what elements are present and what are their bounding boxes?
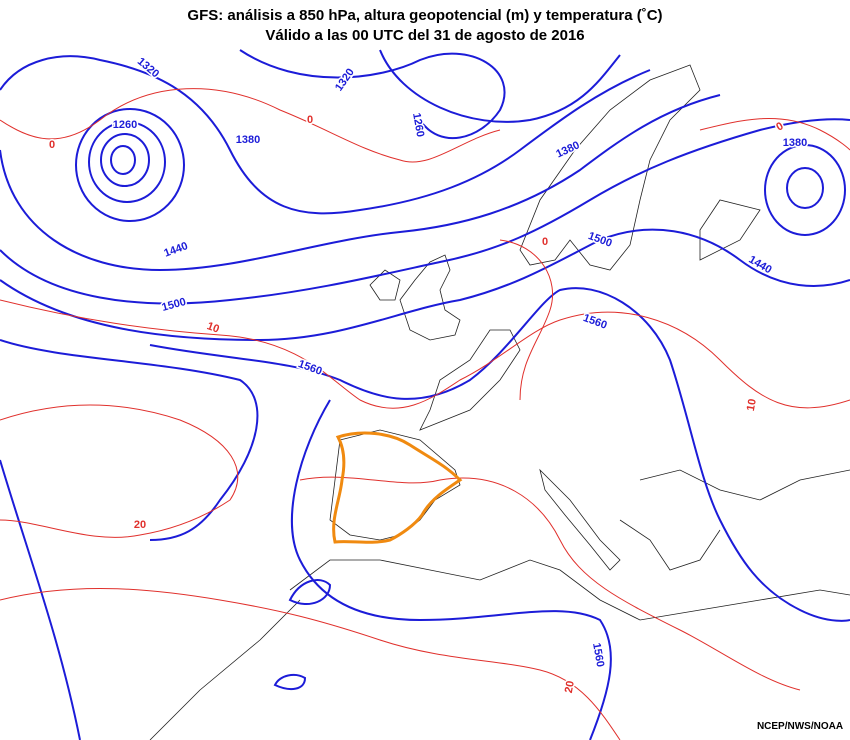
map-title: GFS: análisis a 850 hPa, altura geopoten… <box>187 7 662 24</box>
contour-label: 10 <box>205 320 221 335</box>
geopotential-contours <box>0 49 850 740</box>
contour-label: 1560 <box>590 642 606 668</box>
spain-outline <box>332 431 463 544</box>
contour-label: 20 <box>134 519 146 531</box>
contour-label: 1380 <box>236 134 260 146</box>
contour-label: 0 <box>774 120 785 133</box>
contour-label: 20 <box>563 680 577 694</box>
contour-label: 0 <box>49 139 55 151</box>
contour-label: 1260 <box>113 119 137 131</box>
contour-label: 1320 <box>333 66 357 93</box>
contour-label: 0 <box>307 114 313 126</box>
contour-label: 1440 <box>162 240 189 260</box>
credit: NCEP/NWS/NOAA <box>757 721 843 732</box>
contour-label: 1500 <box>161 296 188 314</box>
map-subtitle: Válido a las 00 UTC del 31 de agosto de … <box>265 27 584 44</box>
contour-label: 1500 <box>586 230 613 250</box>
coastlines <box>149 64 850 740</box>
contour-label: 0 <box>542 236 548 248</box>
contour-label: 1320 <box>135 55 161 80</box>
temperature-contours <box>0 88 850 740</box>
contour-label: 1260 <box>410 112 426 138</box>
contour-label: 1560 <box>581 312 608 332</box>
contour-label: 1380 <box>554 139 581 160</box>
contour-label: 1560 <box>296 358 323 378</box>
contour-label: 1380 <box>783 137 807 149</box>
contour-label: 10 <box>745 398 759 412</box>
